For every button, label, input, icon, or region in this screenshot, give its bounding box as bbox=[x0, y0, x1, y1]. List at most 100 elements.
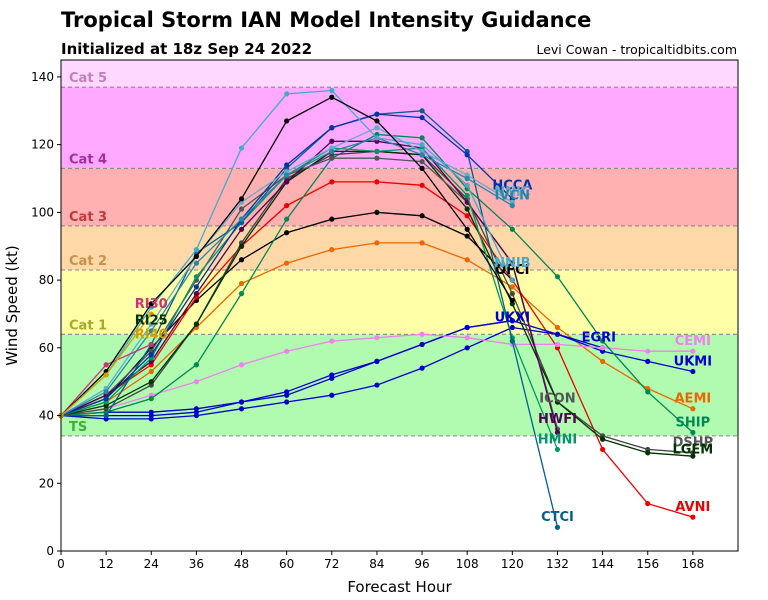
model-label-avni: AVNI bbox=[675, 500, 710, 515]
data-point bbox=[238, 280, 245, 287]
data-point bbox=[645, 450, 651, 456]
data-point bbox=[329, 392, 335, 398]
data-point bbox=[238, 226, 245, 232]
data-point bbox=[374, 179, 380, 185]
y-tick-label: 20 bbox=[39, 476, 54, 490]
data-point bbox=[193, 260, 199, 266]
x-tick-label: 84 bbox=[369, 557, 384, 571]
x-tick-label: 156 bbox=[636, 557, 659, 571]
series-hcca bbox=[58, 111, 515, 419]
data-point bbox=[554, 524, 561, 530]
data-point bbox=[329, 94, 335, 100]
data-point bbox=[419, 341, 425, 348]
data-point bbox=[419, 213, 425, 219]
data-point bbox=[238, 362, 245, 368]
band-label: TS bbox=[69, 420, 87, 435]
model-label-nnib: NNIB bbox=[494, 256, 531, 271]
data-point bbox=[690, 368, 696, 375]
data-point bbox=[238, 243, 245, 249]
data-point bbox=[419, 365, 425, 371]
data-point bbox=[554, 446, 561, 453]
data-point bbox=[329, 87, 335, 94]
data-point bbox=[464, 192, 470, 199]
data-point bbox=[193, 253, 199, 259]
data-point bbox=[103, 412, 109, 419]
data-point bbox=[419, 108, 425, 114]
data-point bbox=[374, 148, 380, 155]
band-cat-3 bbox=[61, 168, 738, 226]
data-point bbox=[329, 148, 335, 155]
model-label-dshp: DSHP bbox=[673, 436, 714, 451]
data-point bbox=[509, 318, 515, 324]
band-label: Cat 2 bbox=[69, 254, 107, 269]
data-point bbox=[509, 277, 515, 283]
data-point bbox=[193, 362, 199, 368]
x-tick-label: 168 bbox=[681, 557, 704, 571]
x-tick-label: 60 bbox=[279, 557, 294, 571]
band-cat-5 bbox=[61, 60, 738, 88]
data-point bbox=[374, 111, 380, 117]
data-point bbox=[238, 406, 245, 412]
data-point bbox=[554, 399, 561, 405]
data-point bbox=[103, 389, 109, 395]
model-label-ukxi: UKXI bbox=[495, 310, 531, 325]
model-label-ivcn: IVCN bbox=[495, 188, 530, 203]
data-point bbox=[193, 284, 199, 290]
data-point bbox=[329, 179, 335, 185]
model-label-hwfi: HWFI bbox=[538, 412, 577, 427]
data-point bbox=[284, 118, 290, 124]
data-point bbox=[419, 135, 425, 141]
model-label-nnic: NNIC bbox=[494, 185, 530, 200]
data-point bbox=[464, 152, 470, 158]
data-point bbox=[238, 145, 245, 151]
data-point bbox=[464, 233, 470, 239]
band-label: Cat 4 bbox=[69, 152, 107, 167]
x-tick-label: 144 bbox=[591, 557, 614, 571]
data-point bbox=[284, 162, 290, 168]
data-point bbox=[193, 291, 199, 297]
data-point bbox=[374, 135, 380, 141]
data-point bbox=[284, 399, 290, 405]
series-ri25 bbox=[58, 94, 515, 419]
data-point bbox=[600, 338, 606, 344]
data-point bbox=[374, 240, 380, 246]
data-point bbox=[148, 321, 154, 327]
x-tick-label: 12 bbox=[98, 557, 113, 571]
data-point bbox=[645, 500, 651, 507]
data-point bbox=[509, 284, 515, 290]
data-point bbox=[103, 362, 109, 368]
data-point bbox=[419, 331, 425, 337]
band-ts bbox=[61, 334, 738, 436]
data-point bbox=[690, 406, 696, 412]
data-point bbox=[374, 335, 380, 341]
data-point bbox=[329, 125, 335, 131]
y-tick-label: 0 bbox=[46, 544, 54, 558]
data-point bbox=[419, 165, 425, 171]
data-point bbox=[148, 311, 154, 317]
data-point bbox=[464, 182, 470, 188]
data-point bbox=[193, 409, 199, 415]
band-label: Cat 3 bbox=[69, 210, 107, 225]
data-point bbox=[600, 436, 606, 442]
data-point bbox=[193, 321, 199, 327]
model-label-cemi: CEMI bbox=[675, 334, 711, 349]
model-label-hmni: HMNI bbox=[538, 432, 578, 447]
x-tick-label: 0 bbox=[57, 557, 65, 571]
data-point bbox=[148, 352, 154, 358]
series-line bbox=[60, 147, 559, 450]
data-point bbox=[374, 155, 380, 161]
series-aemi bbox=[58, 240, 696, 419]
x-tick-label: 24 bbox=[144, 557, 159, 571]
model-series bbox=[58, 87, 696, 530]
chart-subtitle: Initialized at 18z Sep 24 2022 bbox=[61, 40, 313, 58]
chart-title: Tropical Storm IAN Model Intensity Guida… bbox=[61, 8, 592, 32]
data-point bbox=[464, 257, 470, 263]
y-tick-label: 120 bbox=[31, 138, 54, 152]
band-label: Cat 1 bbox=[69, 318, 107, 333]
data-point bbox=[419, 152, 425, 158]
x-tick-label: 48 bbox=[234, 557, 249, 571]
data-point bbox=[509, 324, 515, 331]
y-tick-label: 100 bbox=[31, 205, 54, 219]
data-point bbox=[374, 125, 380, 131]
data-point bbox=[148, 301, 154, 307]
